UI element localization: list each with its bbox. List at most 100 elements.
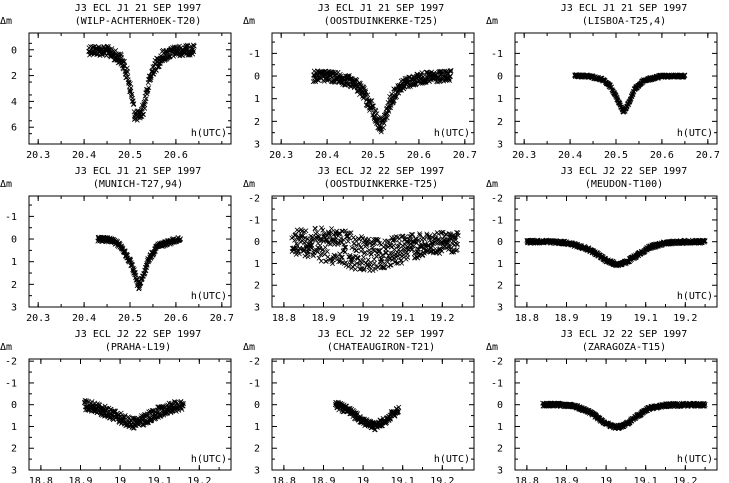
data-marker	[341, 241, 347, 247]
x-tick-label: 19	[357, 476, 369, 483]
y-tick-label: -1	[491, 378, 503, 389]
data-marker	[129, 91, 135, 97]
data-marker	[382, 242, 388, 248]
y-tick-label: 1	[497, 94, 503, 105]
data-marker	[346, 230, 352, 236]
y-tick-label: 3	[497, 140, 503, 151]
data-marker	[102, 403, 108, 409]
plot-frame	[514, 195, 718, 308]
x-tick-label: 20.6	[164, 150, 188, 161]
data-marker	[455, 233, 461, 239]
data-marker	[446, 242, 452, 248]
data-marker	[419, 70, 425, 76]
panel-4: J3 ECL J1 21 SEP 1997 (MUNICH-T27,94) Δm -1…	[0, 166, 234, 324]
data-marker	[357, 92, 363, 98]
data-marker	[391, 98, 397, 104]
y-axis-label: Δm	[0, 342, 12, 353]
data-marker	[448, 69, 454, 75]
x-tick-label: 19.1	[391, 313, 415, 324]
y-tick-label: 2	[11, 71, 17, 82]
panel-title: J3 ECL J2 22 SEP 1997	[561, 329, 687, 340]
data-points	[310, 68, 454, 135]
data-marker	[368, 98, 374, 104]
data-points	[86, 42, 197, 123]
x-tick-label: 20.3	[26, 150, 50, 161]
x-tick-label: 20.7	[696, 150, 720, 161]
data-marker	[133, 272, 139, 278]
data-marker	[148, 75, 154, 81]
data-marker	[122, 414, 128, 420]
panel-3: J3 ECL J1 21 SEP 1997 (LISBOA-T25,4) Δm -1 0…	[486, 3, 720, 161]
y-tick-label: -1	[491, 215, 503, 226]
data-marker	[370, 267, 376, 273]
data-marker	[346, 235, 352, 241]
data-marker	[345, 238, 351, 244]
panel-title: J3 ECL J2 22 SEP 1997	[318, 329, 444, 340]
data-marker	[365, 92, 371, 98]
y-axis-label: Δm	[243, 179, 255, 190]
data-marker	[381, 120, 387, 126]
data-marker	[301, 248, 307, 254]
data-marker	[394, 260, 400, 266]
x-axis-label: h(UTC)	[191, 454, 227, 465]
y-tick-label: 2	[497, 117, 503, 128]
data-marker	[338, 255, 344, 260]
data-marker	[384, 115, 390, 121]
data-marker	[373, 264, 379, 270]
data-marker	[312, 226, 318, 232]
data-marker	[369, 98, 375, 104]
y-axis-label: Δm	[243, 16, 255, 27]
data-marker	[388, 244, 394, 250]
plot-frame	[271, 358, 475, 471]
y-axis-label: Δm	[0, 16, 12, 27]
data-marker	[431, 232, 437, 238]
panel-title: J3 ECL J1 21 SEP 1997	[318, 3, 444, 14]
panel-title: J3 ECL J1 21 SEP 1997	[75, 3, 201, 14]
x-tick-label: 19	[600, 476, 612, 483]
data-marker	[303, 239, 309, 245]
y-tick-label: 2	[254, 281, 260, 292]
panel-title: J3 ECL J2 22 SEP 1997	[561, 166, 687, 177]
y-tick-label: -2	[248, 194, 260, 205]
x-tick-label: 19.1	[634, 313, 658, 324]
x-tick-label: 19.2	[430, 313, 454, 324]
panel-subtitle: (CHATEAUGIRON-T21)	[327, 342, 435, 353]
y-tick-label: 2	[11, 444, 17, 455]
x-tick-label: 20.6	[650, 150, 674, 161]
data-points	[332, 399, 402, 433]
x-axis-label: h(UTC)	[677, 291, 713, 302]
plot-frame	[514, 358, 718, 471]
x-tick-label: 20.3	[269, 150, 293, 161]
data-marker	[320, 227, 326, 233]
data-marker	[322, 244, 328, 250]
plot-frame	[271, 195, 475, 308]
y-tick-label: 0	[11, 235, 17, 246]
data-marker	[439, 248, 445, 254]
y-tick-label: -1	[248, 378, 260, 389]
panel-title: J3 ECL J1 21 SEP 1997	[75, 166, 201, 177]
y-tick-label: -1	[248, 215, 260, 226]
data-marker	[351, 262, 357, 268]
data-marker	[342, 249, 348, 255]
y-tick-label: -2	[248, 357, 260, 368]
data-marker	[180, 401, 186, 407]
data-marker	[361, 267, 367, 273]
data-marker	[163, 49, 169, 55]
data-marker	[394, 94, 400, 100]
data-marker	[337, 251, 343, 257]
data-marker	[336, 259, 342, 265]
y-axis-label: Δm	[486, 179, 498, 190]
data-marker	[319, 225, 325, 231]
panel-1: J3 ECL J1 21 SEP 1997 (WILP-ACHTERHOEK-T2…	[0, 3, 232, 161]
data-marker	[388, 262, 394, 268]
y-tick-label: 0	[497, 400, 503, 411]
y-tick-label: -1	[248, 49, 260, 60]
data-marker	[303, 228, 309, 234]
data-marker	[131, 101, 137, 107]
data-marker	[413, 82, 419, 88]
x-tick-label: 20.4	[558, 150, 582, 161]
y-tick-label: 3	[497, 303, 503, 314]
data-marker	[191, 43, 197, 49]
data-marker	[446, 78, 452, 83]
data-marker	[327, 241, 333, 247]
